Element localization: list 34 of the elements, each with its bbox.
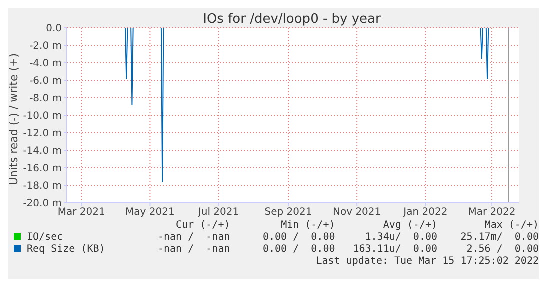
text: 2.56 / 0.00 <box>466 244 539 256</box>
legend-label: Req Size (KB) <box>26 244 106 256</box>
text: Last update: Tue Mar 15 17:25:02 2022 <box>315 256 539 268</box>
x-tick-label: Nov 2021 <box>333 207 382 218</box>
text: Min (-/+) <box>280 220 336 232</box>
text: 0.00 / 0.00 <box>262 244 336 256</box>
text: Max (-/+) <box>484 220 539 232</box>
y-tick-label: -12.0 m <box>23 128 62 140</box>
text: Avg (-/+) <box>382 220 438 232</box>
y-tick-label: -6.0 m <box>30 76 62 88</box>
y-tick-label: -2.0 m <box>30 41 62 52</box>
y-tick-label: 0.0 <box>46 24 62 35</box>
text: -nan / -nan <box>158 232 230 244</box>
x-tick-label: Jan 2022 <box>402 207 448 218</box>
y-tick-label: -16.0 m <box>23 164 62 175</box>
text: Cur (-/+) <box>175 220 230 232</box>
y-tick-label: -8.0 m <box>30 94 62 105</box>
text: 1.34u/ 0.00 <box>364 232 438 244</box>
y-tick-label: -4.0 m <box>30 58 62 70</box>
x-tick-label: Sep 2021 <box>264 207 312 218</box>
x-tick-label: Mar 2022 <box>468 207 516 218</box>
x-tick-label: Jul 2021 <box>197 207 240 218</box>
text: 0.00 / 0.00 <box>262 232 336 244</box>
text: 25.17m/ 0.00 <box>460 232 539 244</box>
x-tick-label: May 2021 <box>126 207 175 218</box>
y-tick-label: -10.0 m <box>23 111 62 122</box>
y-tick-label: -14.0 m <box>23 146 62 158</box>
chart-title: IOs for /dev/loop0 - by year <box>202 12 382 27</box>
x-tick-label: Mar 2021 <box>58 207 106 218</box>
text: -nan / -nan <box>158 244 230 256</box>
legend-label: IO/sec <box>26 232 64 244</box>
y-tick-label: -18.0 m <box>23 181 62 192</box>
y-axis-title: Units read (-) / write (+) <box>8 52 20 188</box>
text: 163.11u/ 0.00 <box>352 244 438 256</box>
